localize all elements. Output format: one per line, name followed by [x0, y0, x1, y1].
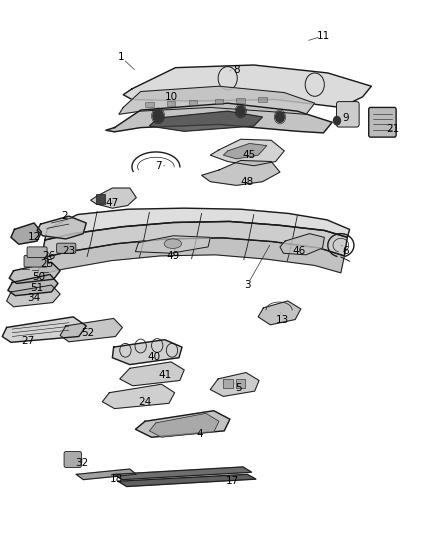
FancyBboxPatch shape [64, 451, 81, 467]
Bar [236, 379, 245, 389]
Bar [223, 379, 233, 389]
Text: 9: 9 [342, 113, 349, 123]
Text: 6: 6 [342, 246, 349, 256]
Polygon shape [45, 208, 350, 240]
Polygon shape [11, 223, 42, 244]
FancyBboxPatch shape [369, 108, 396, 137]
Text: 52: 52 [81, 328, 94, 338]
Polygon shape [42, 221, 347, 258]
Polygon shape [223, 143, 267, 159]
Circle shape [276, 112, 284, 122]
Polygon shape [102, 384, 175, 409]
Circle shape [153, 110, 163, 122]
Polygon shape [210, 373, 259, 397]
Bar [258, 97, 267, 102]
Polygon shape [149, 111, 262, 131]
Polygon shape [113, 340, 182, 365]
Polygon shape [37, 216, 86, 239]
Polygon shape [149, 414, 219, 437]
Bar [167, 101, 176, 107]
Text: 25: 25 [40, 259, 54, 269]
Text: 18: 18 [110, 474, 124, 483]
Text: 1: 1 [118, 52, 124, 62]
Bar [215, 99, 223, 104]
Polygon shape [76, 469, 136, 480]
Text: 26: 26 [42, 251, 56, 261]
Text: 13: 13 [276, 314, 289, 325]
Text: 2: 2 [61, 211, 68, 221]
FancyBboxPatch shape [57, 243, 76, 253]
Text: 45: 45 [243, 150, 256, 160]
Polygon shape [2, 317, 86, 342]
Polygon shape [258, 301, 301, 325]
Text: 47: 47 [106, 198, 119, 208]
Polygon shape [114, 467, 252, 480]
Polygon shape [60, 318, 122, 342]
Polygon shape [123, 65, 371, 108]
Text: 34: 34 [28, 293, 41, 303]
Text: 3: 3 [244, 280, 251, 290]
Polygon shape [37, 238, 344, 275]
Text: 50: 50 [32, 272, 45, 282]
Text: 46: 46 [293, 246, 306, 256]
Text: 17: 17 [226, 477, 239, 486]
FancyBboxPatch shape [24, 255, 47, 267]
Text: 12: 12 [28, 232, 42, 243]
Polygon shape [119, 86, 315, 114]
Circle shape [237, 106, 245, 116]
Bar [96, 195, 105, 204]
Bar [237, 98, 245, 103]
Polygon shape [9, 262, 60, 284]
Polygon shape [210, 139, 284, 166]
Polygon shape [280, 233, 324, 255]
Polygon shape [106, 103, 332, 133]
Text: 27: 27 [21, 336, 34, 346]
Polygon shape [91, 188, 136, 208]
Text: 23: 23 [62, 246, 75, 256]
FancyBboxPatch shape [336, 102, 359, 127]
Text: 5: 5 [235, 383, 242, 393]
Text: 24: 24 [138, 397, 152, 407]
Text: 49: 49 [167, 251, 180, 261]
Text: 21: 21 [386, 124, 400, 134]
Text: 48: 48 [240, 176, 254, 187]
Polygon shape [201, 160, 280, 185]
Text: 10: 10 [165, 92, 178, 102]
Polygon shape [135, 236, 210, 253]
Text: 41: 41 [158, 370, 171, 380]
Text: 11: 11 [317, 31, 330, 41]
Text: 8: 8 [233, 66, 240, 75]
Bar [188, 100, 197, 106]
FancyBboxPatch shape [27, 247, 47, 257]
Polygon shape [8, 274, 58, 296]
Text: 32: 32 [75, 458, 88, 467]
Ellipse shape [164, 239, 182, 248]
Polygon shape [135, 411, 230, 437]
Polygon shape [7, 285, 60, 307]
Bar [145, 102, 154, 108]
Text: 40: 40 [147, 352, 160, 361]
Polygon shape [120, 362, 184, 386]
Circle shape [333, 116, 340, 125]
Polygon shape [118, 474, 256, 487]
Text: 7: 7 [155, 161, 161, 171]
Text: 4: 4 [196, 429, 203, 439]
Text: 51: 51 [31, 282, 44, 293]
